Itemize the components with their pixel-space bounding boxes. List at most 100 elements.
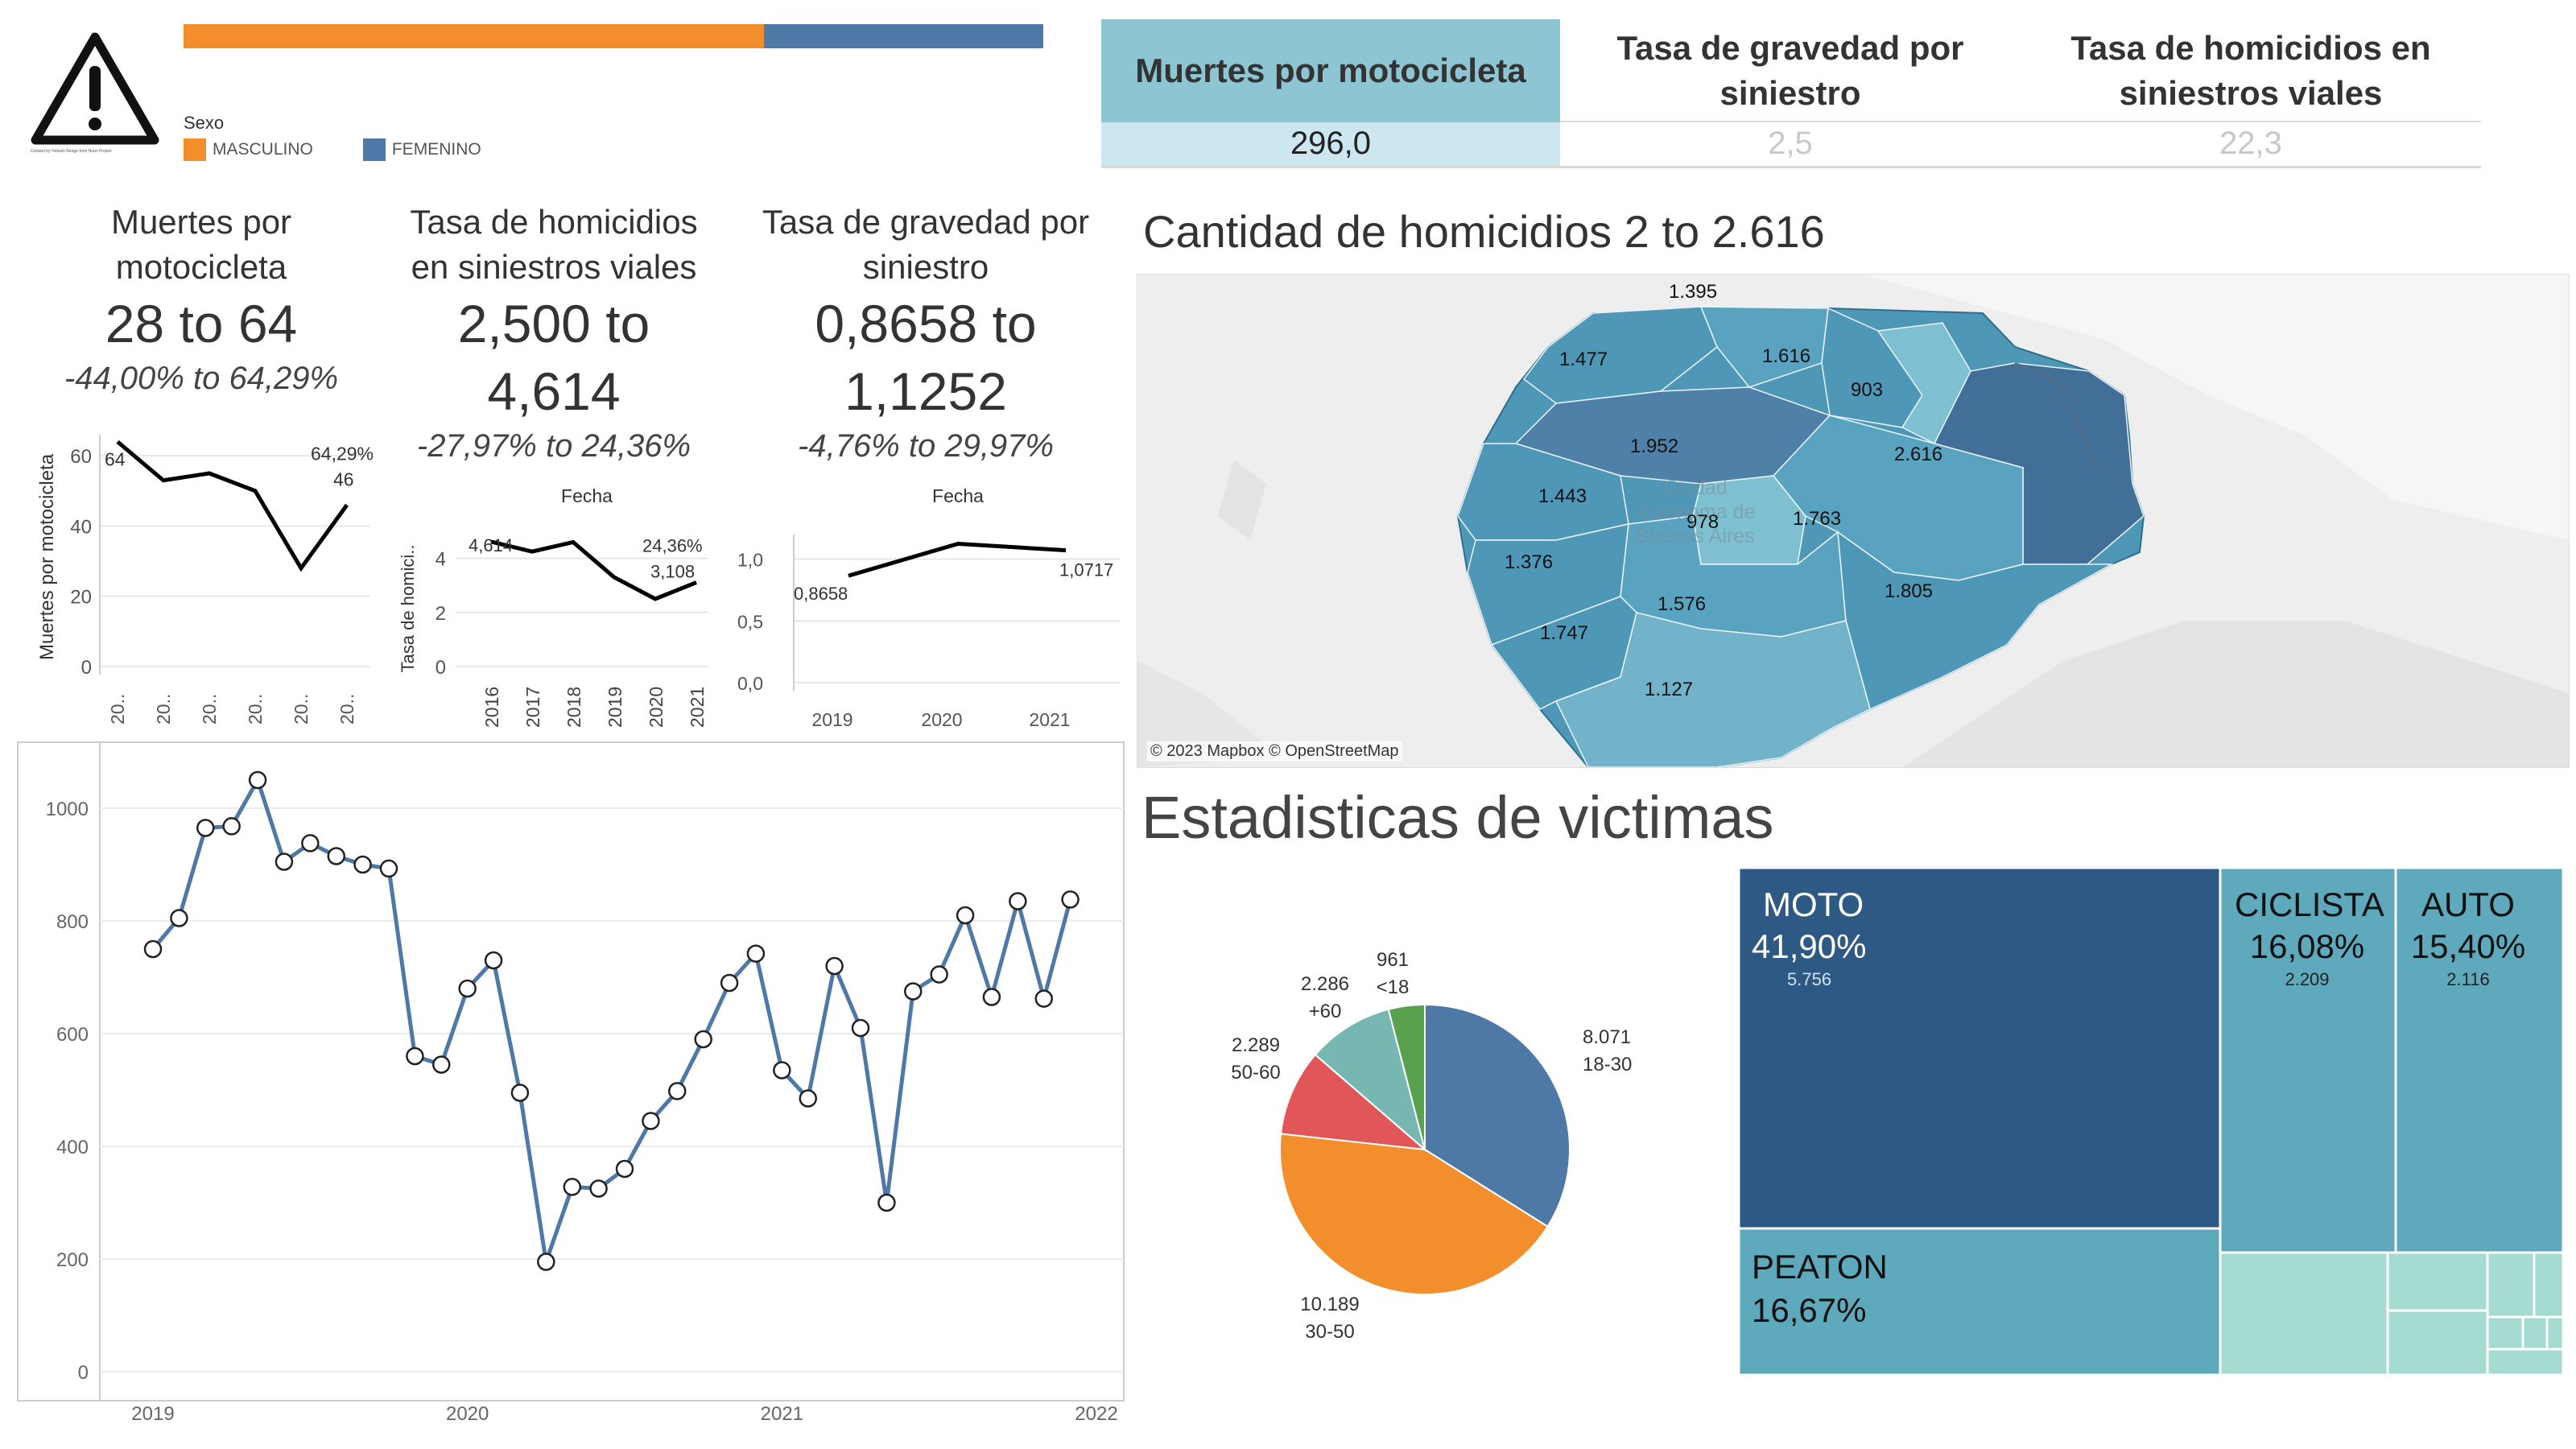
data-point[interactable]	[563, 1178, 582, 1196]
kpi-header-motocicleta: Muertes por motocicleta	[1101, 19, 1560, 122]
sparkline-homicidios[interactable]: Fecha 0 2 4 2016 2017 2018 2019 2020 2021 Tasa de …	[386, 483, 724, 741]
pie-slice[interactable]	[1424, 1003, 1571, 1228]
treemap-tile-peaton[interactable]	[1739, 1227, 2222, 1375]
data-point[interactable]	[353, 855, 372, 874]
x-tick-label: 2022	[1075, 1403, 1117, 1425]
treemap-tile-other[interactable]	[2386, 1251, 2489, 1312]
y-tick-label: 800	[56, 911, 89, 933]
data-point[interactable]	[851, 1018, 870, 1038]
series-line[interactable]	[490, 539, 697, 601]
data-point[interactable]	[1034, 989, 1054, 1008]
chart-title: Fecha	[561, 485, 613, 506]
treemap-tile-other[interactable]	[2486, 1251, 2536, 1319]
data-point[interactable]	[431, 1055, 451, 1074]
kpi-divider	[1101, 166, 2481, 168]
data-point[interactable]	[930, 965, 948, 984]
y-tick-label: 20	[70, 587, 92, 609]
age-pie-chart[interactable]: 8.071 18-30 10.189 30-50 2.289 50-60 2.286 +60 9…	[1151, 918, 1699, 1368]
victim-treemap[interactable]	[1739, 868, 2563, 1375]
treemap-label-moto: MOTO 41,90% 5.756	[1752, 884, 1866, 990]
legend-item-masculino[interactable]: MASCULINO	[184, 138, 313, 161]
gender-bar-femenino[interactable]	[763, 24, 1043, 48]
data-point[interactable]	[1009, 892, 1027, 910]
series-line[interactable]	[151, 774, 1072, 1263]
card-title: Tasa de gravedad por siniestro	[762, 203, 1090, 286]
data-point[interactable]	[982, 988, 1001, 1006]
data-point[interactable]	[615, 1159, 634, 1179]
series-line[interactable]	[116, 440, 349, 572]
sparkline-gravedad[interactable]: Fecha 0,0 0,5 1,0 2019 2020 2021 0,8658 1,0717	[724, 483, 1127, 741]
gender-bar[interactable]	[184, 24, 1043, 48]
y-tick-label: 40	[70, 516, 92, 538]
data-point[interactable]	[406, 1046, 424, 1066]
gender-bar-masculino[interactable]	[184, 24, 764, 48]
legend-item-femenino[interactable]: FEMENINO	[362, 138, 481, 161]
treemap-tile-other[interactable]	[2486, 1315, 2524, 1351]
treemap-tile-other[interactable]	[2521, 1315, 2549, 1351]
treemap-pct: 41,90%	[1752, 927, 1867, 965]
data-point[interactable]	[248, 770, 267, 790]
treemap-pct: 16,08%	[2249, 927, 2365, 965]
kpi-col-motocicleta[interactable]: Muertes por motocicleta 296,0	[1101, 19, 1560, 169]
data-point[interactable]	[694, 1030, 712, 1049]
treemap-tile-other[interactable]	[2486, 1348, 2563, 1375]
map-city-label: Ciudad Autónoma de Buenos Aires	[1635, 477, 1756, 547]
pie-slice[interactable]	[1387, 1003, 1426, 1150]
comuna-13[interactable]	[1699, 306, 1829, 388]
treemap-tile-other[interactable]	[2219, 1251, 2389, 1375]
data-label: 24,36%	[642, 536, 703, 556]
data-point[interactable]	[746, 944, 766, 963]
kpi-col-homicidios[interactable]: Tasa de homicidios en siniestros viales …	[2021, 19, 2481, 169]
data-point[interactable]	[327, 847, 346, 865]
treemap-label-peaton: PEATON 16,67%	[1752, 1246, 1888, 1333]
data-point[interactable]	[484, 951, 503, 970]
data-point[interactable]	[458, 979, 477, 998]
series-line[interactable]	[848, 541, 1067, 578]
data-point[interactable]	[589, 1179, 608, 1198]
data-point[interactable]	[143, 939, 163, 959]
sparkline-motocicleta[interactable]: 0 20 40 60 20.. 20.. 20.. 20.. 20.. 20.. Muertes p…	[0, 419, 386, 741]
treemap-tile-other[interactable]	[2545, 1315, 2563, 1351]
data-point[interactable]	[903, 982, 923, 1001]
comuna-4[interactable]	[1837, 530, 2114, 711]
map-svg[interactable]	[1137, 275, 2569, 767]
data-point[interactable]	[1061, 890, 1080, 909]
treemap-tile-moto[interactable]	[1739, 868, 2222, 1230]
data-point[interactable]	[825, 956, 844, 976]
kpi-divider	[1560, 121, 2481, 122]
comuna-8[interactable]	[1554, 612, 1871, 767]
pie-slice[interactable]	[1279, 1053, 1428, 1151]
treemap-tile-ciclista[interactable]	[2219, 868, 2397, 1254]
data-point[interactable]	[642, 1112, 660, 1130]
data-point[interactable]	[222, 817, 241, 836]
map-panel[interactable]: Ciudad Autónoma de Buenos Aires © 2023 M…	[1137, 274, 2570, 768]
card-range: 28 to 64	[105, 294, 298, 353]
data-point[interactable]	[275, 852, 294, 871]
card-title: Muertes por motocicleta	[110, 203, 292, 286]
data-point[interactable]	[510, 1084, 530, 1102]
map-label: 1.395	[1669, 281, 1718, 303]
data-point[interactable]	[773, 1061, 791, 1080]
data-point[interactable]	[667, 1082, 687, 1100]
map-attribution[interactable]: © 2023 Mapbox © OpenStreetMap	[1147, 741, 1402, 762]
data-point[interactable]	[720, 973, 739, 993]
treemap-tile-auto[interactable]	[2394, 868, 2563, 1254]
x-tick-label: 2020	[646, 687, 667, 728]
data-point[interactable]	[379, 859, 398, 878]
data-point[interactable]	[301, 834, 320, 852]
legend-swatch-femenino	[362, 138, 386, 161]
data-point[interactable]	[170, 909, 188, 927]
kpi-col-gravedad[interactable]: Tasa de gravedad por siniestro 2,5	[1560, 19, 2021, 169]
data-point[interactable]	[956, 906, 975, 925]
pie-slice[interactable]	[1279, 1133, 1549, 1295]
data-point[interactable]	[196, 819, 215, 837]
kpi-header-homicidios: Tasa de homicidios en siniestros viales	[2070, 29, 2431, 112]
data-point[interactable]	[799, 1089, 818, 1108]
treemap-tile-other[interactable]	[2386, 1309, 2489, 1375]
data-point[interactable]	[537, 1253, 555, 1271]
data-point[interactable]	[877, 1193, 896, 1212]
map-title: Cantidad de homicidios 2 to 2.616	[1143, 206, 1825, 257]
card-pct: -27,97% to 24,36%	[416, 428, 691, 464]
monthly-line-chart[interactable]: 0 200 400 600 800 1000 2019 2020 2021 2022	[0, 739, 1143, 1431]
treemap-tile-other[interactable]	[2533, 1251, 2563, 1319]
